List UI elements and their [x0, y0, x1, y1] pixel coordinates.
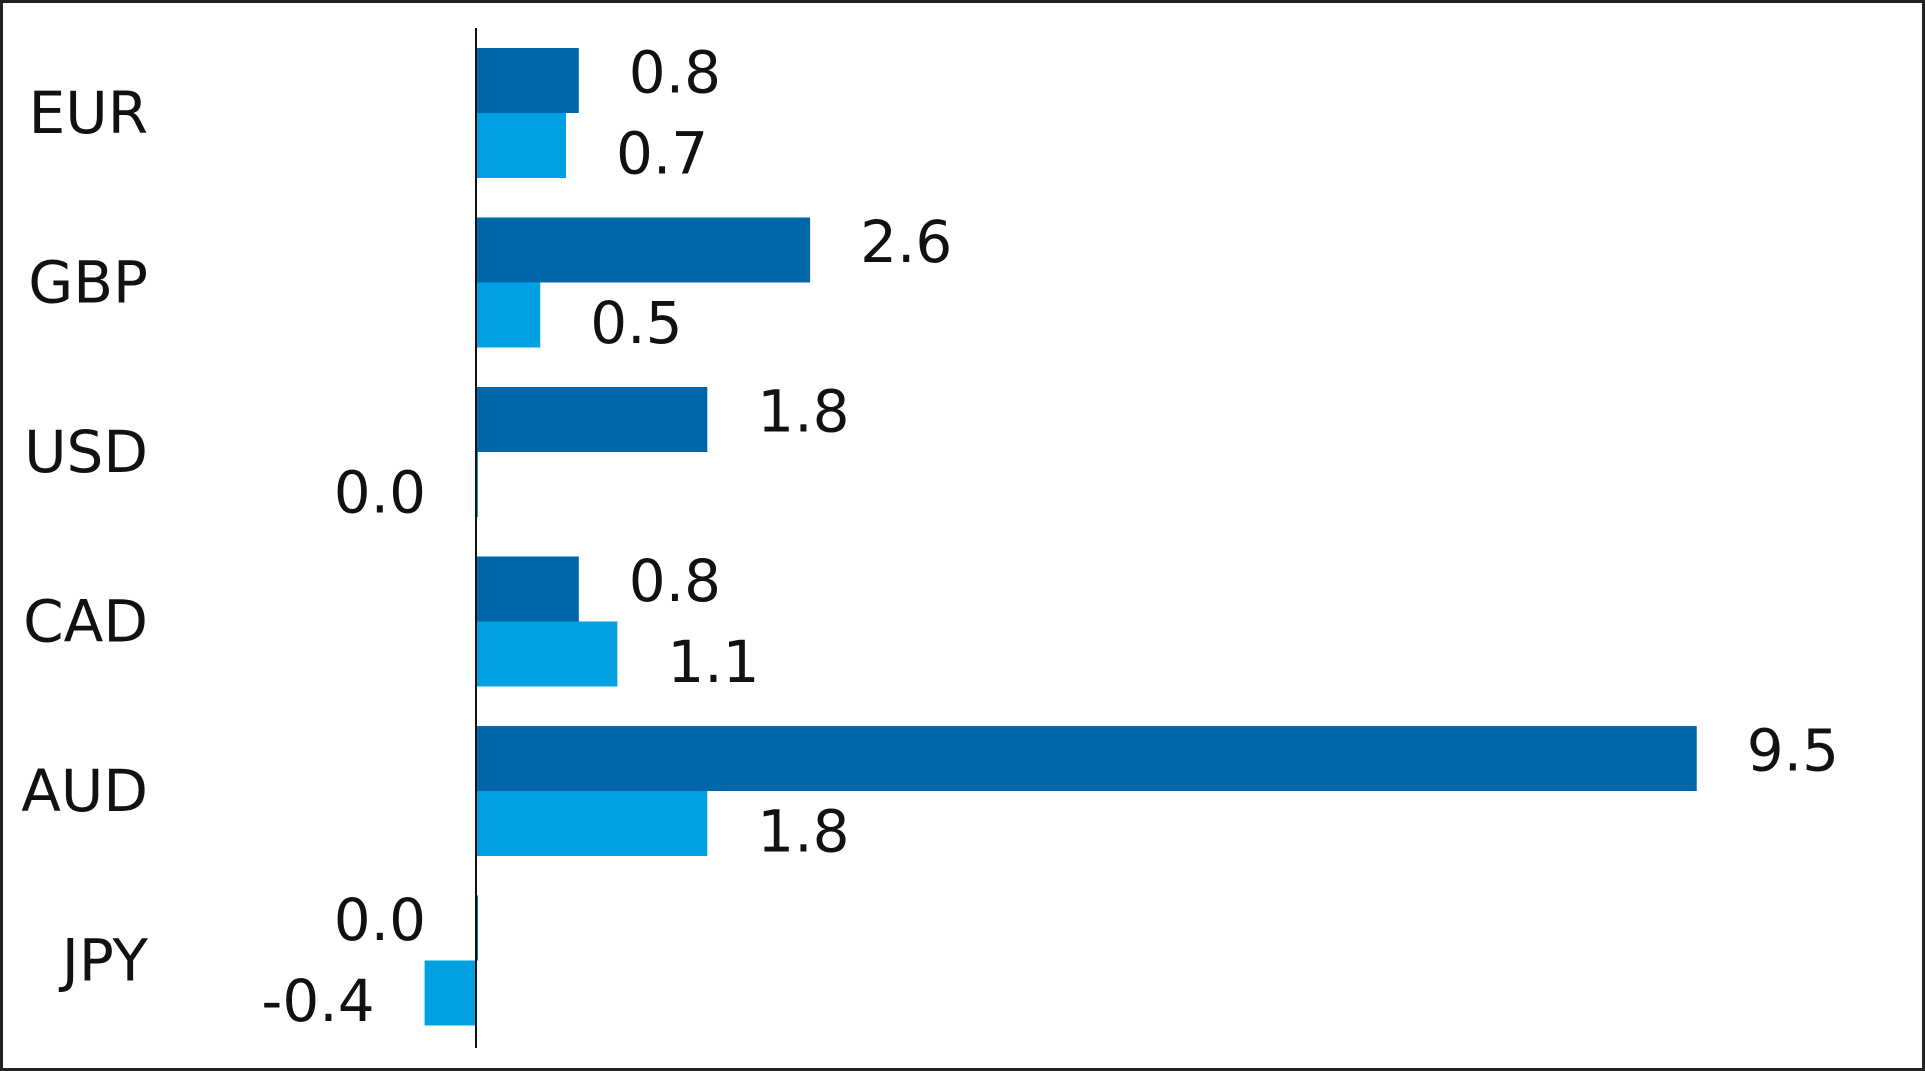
- bar-gbp-series-1: [476, 217, 811, 283]
- category-label-cad: CAD: [23, 588, 148, 656]
- category-label-gbp: GBP: [28, 249, 148, 317]
- bar-eur-series-1: [476, 48, 579, 113]
- value-label-cad-series-1: 0.8: [629, 547, 721, 615]
- labels-layer: EUR 0.8 0.7 GBP 2.6 0.5 USD 1.8 0.0 CAD 0.8 1.1 AUD 9…: [21, 39, 1839, 1036]
- value-label-jpy-series-1: 0.0: [334, 886, 426, 954]
- bar-aud-series-2: [476, 791, 708, 856]
- value-label-jpy-series-2: -0.4: [261, 967, 374, 1035]
- bar-aud-series-1: [476, 726, 1697, 791]
- value-label-aud-series-2: 1.8: [757, 798, 849, 866]
- value-label-usd-series-2: 0.0: [334, 459, 426, 527]
- value-label-gbp-series-2: 0.5: [590, 289, 682, 357]
- bar-usd-series-1: [476, 387, 708, 452]
- category-label-usd: USD: [24, 418, 148, 486]
- bar-jpy-series-2: [424, 960, 476, 1026]
- bar-cad-series-2: [476, 621, 618, 687]
- value-label-cad-series-2: 1.1: [667, 628, 759, 696]
- value-label-eur-series-1: 0.8: [629, 39, 721, 107]
- value-label-usd-series-1: 1.8: [757, 378, 849, 446]
- value-label-eur-series-2: 0.7: [616, 120, 708, 188]
- bar-eur-series-2: [476, 113, 566, 178]
- bar-gbp-series-2: [476, 282, 541, 348]
- value-label-aud-series-1: 9.5: [1747, 717, 1839, 785]
- bar-cad-series-1: [476, 556, 579, 622]
- value-label-gbp-series-1: 2.6: [860, 208, 952, 276]
- category-label-aud: AUD: [21, 757, 148, 825]
- category-label-eur: EUR: [29, 79, 148, 147]
- category-label-jpy: JPY: [59, 927, 149, 995]
- bars-layer: [424, 48, 1697, 1026]
